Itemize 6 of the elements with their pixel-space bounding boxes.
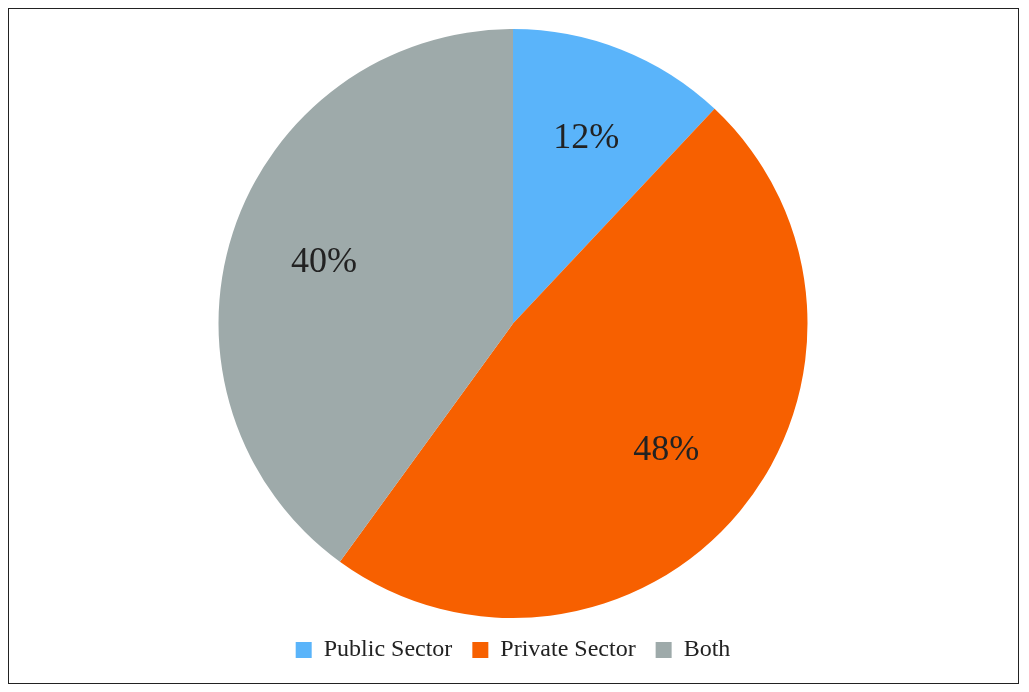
data-label: 40% [290,239,357,280]
legend-label: Public Sector [323,635,453,662]
data-label: 48% [633,427,700,468]
legend-label: Private Sector [500,635,636,662]
legend-label: Both [683,635,731,662]
data-label: 12% [553,116,620,157]
